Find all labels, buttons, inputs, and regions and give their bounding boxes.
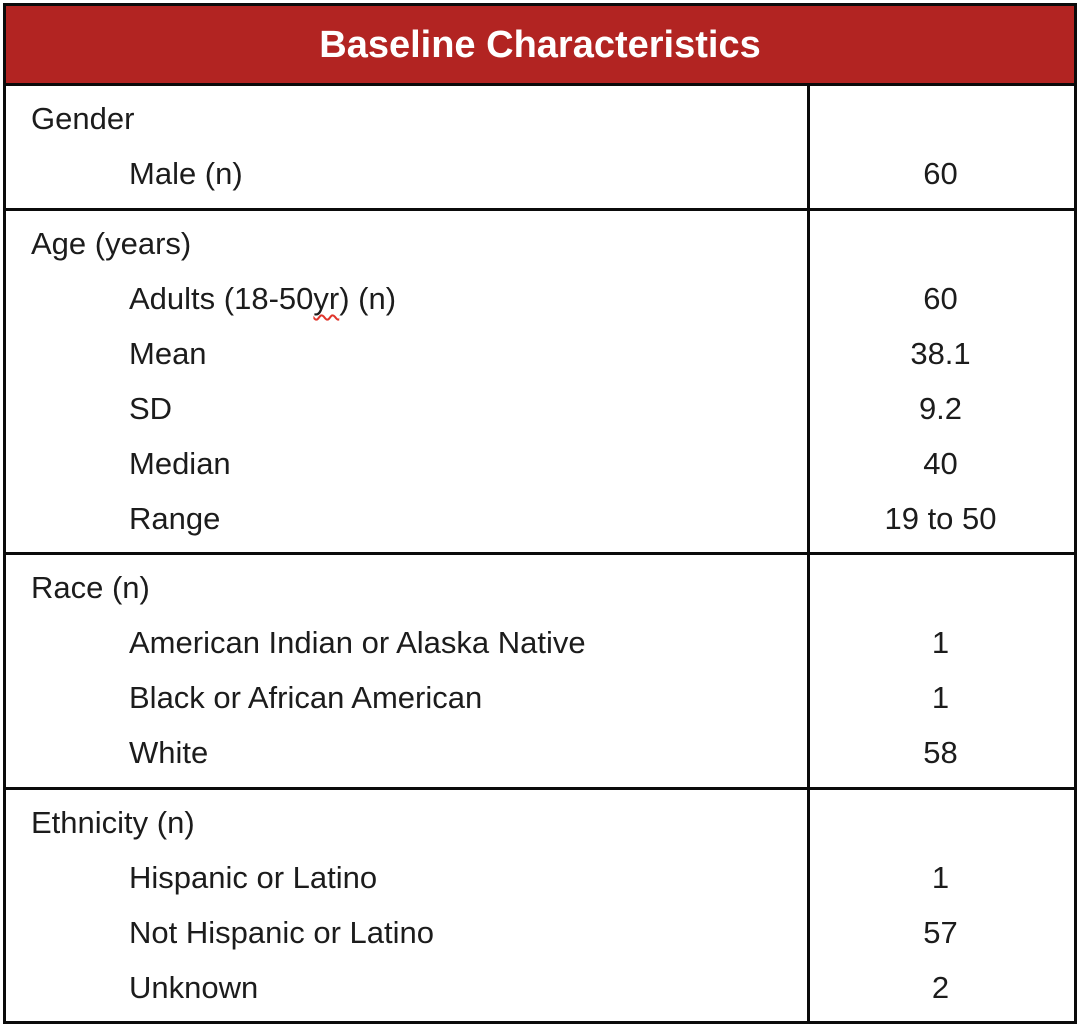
row-value: 57 bbox=[923, 914, 958, 950]
row-value-cell: 1 bbox=[807, 671, 1074, 726]
table-section-race-n: Race (n) American Indian or Alaska Native… bbox=[6, 555, 1074, 790]
table-row: Mean 38.1 bbox=[6, 327, 1074, 382]
table-section-age-years: Age (years) Adults (18-50 yr) (n) 60 Mean 38… bbox=[6, 211, 1074, 555]
row-value: 19 to 50 bbox=[884, 500, 997, 536]
row-label: Black or African American bbox=[129, 680, 483, 716]
row-label-cell: SD bbox=[6, 381, 807, 436]
section-header-cell: Race (n) bbox=[6, 561, 807, 616]
table-row: Hispanic or Latino 1 bbox=[6, 850, 1074, 905]
row-value-cell: 38.1 bbox=[807, 327, 1074, 382]
row-label: American Indian or Alaska Native bbox=[129, 625, 586, 661]
row-label-cell: Unknown bbox=[6, 960, 807, 1015]
table-row: American Indian or Alaska Native 1 bbox=[6, 616, 1074, 671]
table-row: Unknown 2 bbox=[6, 960, 1074, 1015]
row-label: SD bbox=[129, 390, 173, 426]
row-value: 58 bbox=[923, 735, 958, 771]
section-header-row: Age (years) bbox=[6, 217, 1074, 272]
row-value-cell: 2 bbox=[807, 960, 1074, 1015]
row-label: Hispanic or Latino bbox=[129, 859, 378, 895]
row-label-cell: Mean bbox=[6, 327, 807, 382]
section-header-cell: Ethnicity (n) bbox=[6, 796, 807, 851]
row-value: 1 bbox=[931, 680, 950, 716]
row-label-cell: Range bbox=[6, 491, 807, 546]
row-value: 1 bbox=[931, 859, 950, 895]
table-row: SD 9.2 bbox=[6, 381, 1074, 436]
misspelled-word: yr bbox=[313, 281, 340, 317]
table-section-gender: Gender Male (n) 60 bbox=[6, 86, 1074, 211]
row-label-cell: Adults (18-50 yr) (n) bbox=[6, 272, 807, 327]
table-title: Baseline Characteristics bbox=[319, 23, 761, 66]
section-header-cell: Age (years) bbox=[6, 217, 807, 272]
row-label: Unknown bbox=[129, 969, 259, 1005]
row-label: White bbox=[129, 735, 209, 771]
section-header-label: Gender bbox=[31, 101, 135, 137]
section-header-row: Race (n) bbox=[6, 561, 1074, 616]
section-header-value-cell bbox=[807, 561, 1074, 616]
table-body: Gender Male (n) 60 Age (years) Adults (18-50… bbox=[6, 86, 1074, 1021]
section-header-label: Age (years) bbox=[31, 226, 192, 262]
row-label: Median bbox=[129, 445, 231, 481]
section-header-value-cell bbox=[807, 92, 1074, 147]
section-header-value-cell bbox=[807, 796, 1074, 851]
row-value: 2 bbox=[931, 969, 950, 1005]
section-header-label: Ethnicity (n) bbox=[31, 804, 195, 840]
row-label-cell: Black or African American bbox=[6, 671, 807, 726]
row-value-cell: 57 bbox=[807, 905, 1074, 960]
row-value: 60 bbox=[923, 156, 958, 192]
row-label-cell: Median bbox=[6, 436, 807, 491]
table-row: Median 40 bbox=[6, 436, 1074, 491]
table-section-ethnicity-n: Ethnicity (n) Hispanic or Latino 1 Not Hisp… bbox=[6, 790, 1074, 1022]
row-value-cell: 9.2 bbox=[807, 381, 1074, 436]
table-row: Adults (18-50 yr) (n) 60 bbox=[6, 272, 1074, 327]
baseline-characteristics-table: Baseline Characteristics Gender Male (n) 6… bbox=[3, 3, 1077, 1024]
row-value-cell: 19 to 50 bbox=[807, 491, 1074, 546]
row-label-cell: Not Hispanic or Latino bbox=[6, 905, 807, 960]
row-value-cell: 1 bbox=[807, 850, 1074, 905]
row-label: Not Hispanic or Latino bbox=[129, 914, 434, 950]
section-header-cell: Gender bbox=[6, 92, 807, 147]
row-value: 1 bbox=[931, 625, 950, 661]
table-row: Black or African American 1 bbox=[6, 671, 1074, 726]
section-header-row: Gender bbox=[6, 92, 1074, 147]
row-label-part: Adults (18-50 bbox=[129, 281, 314, 317]
table-row: Male (n) 60 bbox=[6, 147, 1074, 202]
row-value: 9.2 bbox=[918, 390, 963, 426]
row-label: Mean bbox=[129, 335, 207, 371]
row-label-cell: Hispanic or Latino bbox=[6, 850, 807, 905]
row-label: Range bbox=[129, 500, 221, 536]
table-title-bar: Baseline Characteristics bbox=[6, 6, 1074, 86]
section-header-row: Ethnicity (n) bbox=[6, 796, 1074, 851]
row-label-cell: Male (n) bbox=[6, 147, 807, 202]
row-value: 38.1 bbox=[910, 335, 971, 371]
row-value-cell: 1 bbox=[807, 616, 1074, 671]
table-row: White 58 bbox=[6, 726, 1074, 781]
section-header-value-cell bbox=[807, 217, 1074, 272]
row-label-cell: White bbox=[6, 726, 807, 781]
row-value-cell: 60 bbox=[807, 272, 1074, 327]
table-row: Not Hispanic or Latino 57 bbox=[6, 905, 1074, 960]
row-value-cell: 60 bbox=[807, 147, 1074, 202]
row-label-cell: American Indian or Alaska Native bbox=[6, 616, 807, 671]
row-label: Male (n) bbox=[129, 156, 243, 192]
section-header-label: Race (n) bbox=[31, 570, 150, 606]
row-label-part: ) (n) bbox=[339, 281, 397, 317]
table-row: Range 19 to 50 bbox=[6, 491, 1074, 546]
row-value-cell: 40 bbox=[807, 436, 1074, 491]
row-value-cell: 58 bbox=[807, 726, 1074, 781]
row-value: 60 bbox=[923, 281, 958, 317]
row-value: 40 bbox=[923, 445, 958, 481]
